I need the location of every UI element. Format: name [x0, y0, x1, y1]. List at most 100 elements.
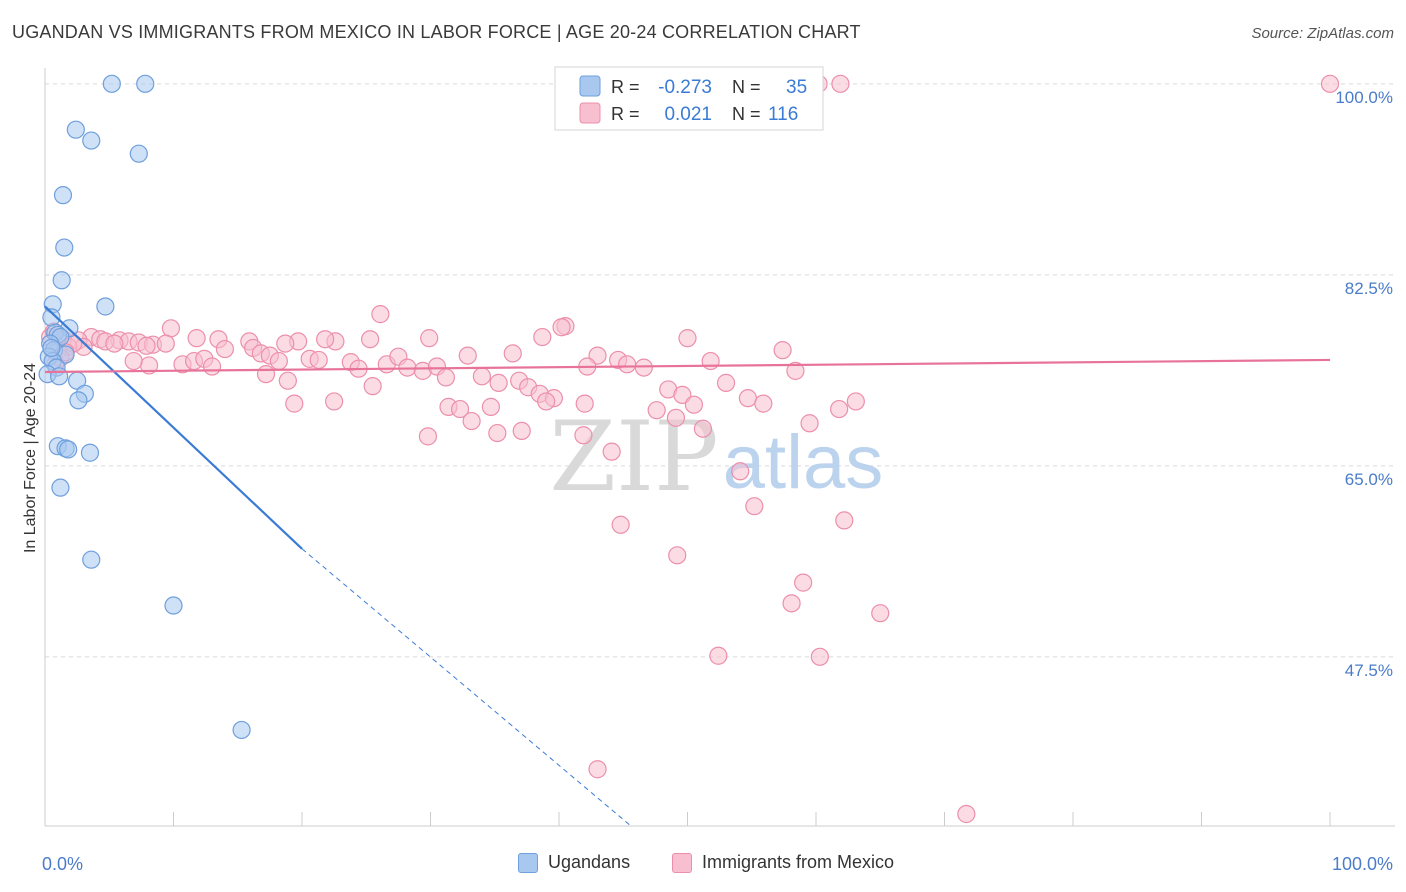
mexico-point — [602, 442, 621, 461]
source-credit: Source: ZipAtlas.com — [1251, 25, 1394, 42]
legend-swatch — [518, 852, 538, 873]
x-tick-label-min: 0.0% — [42, 854, 83, 874]
series-ugandans — [38, 74, 251, 740]
legend-n-label-mexico: N = — [732, 104, 761, 124]
ugandan-point — [232, 720, 251, 740]
mexico-point — [489, 373, 508, 392]
mexico-point — [503, 344, 522, 363]
correlation-legend: R = -0.273 N = 35 R = 0.021 N = 116 — [554, 66, 824, 131]
mexico-point — [701, 351, 720, 371]
mexico-point — [161, 319, 181, 338]
mexico-point — [754, 394, 773, 413]
legend-item-ugandans: Ugandans — [518, 852, 630, 873]
mexico-point — [537, 392, 556, 411]
chart-title: UGANDAN VS IMMIGRANTS FROM MEXICO IN LAB… — [12, 22, 861, 42]
legend-item-mexico: Immigrants from Mexico — [672, 852, 894, 873]
ugandan-point — [82, 131, 101, 150]
legend-r-value-ugandans: -0.273 — [658, 77, 712, 98]
ugandan-trend-extension — [301, 548, 632, 827]
ugandan-point — [69, 391, 88, 410]
mexico-point — [666, 408, 686, 427]
mexico-point — [363, 377, 382, 396]
mexico-point — [202, 357, 222, 376]
mexico-point — [835, 511, 854, 530]
mexico-point — [481, 397, 500, 416]
mexico-point — [738, 389, 757, 408]
mexico-point — [105, 334, 124, 353]
series-legend: Ugandans Immigrants from Mexico — [0, 852, 1406, 876]
ugandan-point — [102, 74, 121, 93]
mexico-point — [215, 339, 234, 359]
mexico-trend-line — [44, 358, 1331, 374]
mexico-point — [436, 368, 456, 387]
mexico-point — [325, 392, 344, 411]
mexico-point — [533, 327, 552, 347]
mexico-point — [256, 365, 276, 384]
mexico-point — [124, 351, 143, 371]
axes — [44, 68, 1395, 827]
mexico-point — [673, 385, 692, 404]
ugandan-point — [129, 144, 148, 163]
ugandan-point — [52, 271, 71, 290]
y-tick-label: 82.5% — [1345, 279, 1393, 298]
mexico-point — [552, 318, 571, 337]
mexico-point — [786, 361, 805, 380]
tick-labels: 47.5% 65.0% 82.5% 100.0% 0.0% 100.0% — [42, 88, 1393, 874]
legend-label-mexico: Immigrants from Mexico — [702, 852, 895, 872]
mexico-point — [285, 394, 304, 413]
legend-swatch — [672, 852, 692, 873]
mexico-point — [512, 421, 531, 441]
ugandan-point — [53, 186, 73, 205]
mexico-point — [634, 358, 653, 377]
mexico-point — [846, 392, 865, 411]
mexico-point — [450, 399, 470, 419]
ugandan-point — [51, 478, 70, 497]
ugandan-point — [136, 74, 155, 93]
ugandan-point — [50, 367, 69, 386]
mexico-point — [773, 341, 792, 360]
ugandan-point — [66, 120, 85, 139]
mexico-point — [782, 594, 801, 613]
ugandan-point — [59, 440, 78, 459]
trend-lines — [44, 305, 1331, 827]
legend-n-value-mexico: 116 — [768, 104, 798, 125]
mexico-point — [831, 74, 850, 93]
legend-r-value-mexico: 0.021 — [664, 104, 712, 125]
y-tick-label: 100.0% — [1335, 88, 1393, 107]
legend-label-ugandans: Ugandans — [548, 852, 631, 872]
mexico-point — [611, 515, 630, 534]
mexico-point — [462, 411, 481, 431]
mexico-point — [731, 462, 750, 481]
ugandan-trend-line — [44, 305, 303, 550]
mexico-point — [668, 546, 687, 565]
mexico-point — [810, 647, 829, 666]
mexico-point — [472, 367, 491, 386]
mexico-point — [187, 329, 206, 348]
mexico-point — [458, 346, 477, 365]
y-axis-label: In Labor Force | Age 20-24 — [22, 363, 39, 553]
mexico-point — [1320, 74, 1340, 93]
mexico-point — [575, 394, 594, 413]
mexico-point — [684, 395, 704, 414]
ugandan-point — [164, 596, 183, 615]
ugandan-point — [96, 297, 115, 316]
mexico-point — [871, 604, 890, 623]
mexico-point — [588, 760, 607, 779]
legend-swatch-ugandans — [579, 75, 601, 97]
mexico-point — [678, 329, 697, 348]
mexico-point — [794, 573, 813, 592]
mexico-point — [709, 646, 728, 665]
legend-n-value-ugandans: 35 — [786, 77, 807, 98]
watermark-atlas: atlas — [723, 420, 884, 505]
mexico-point — [278, 371, 297, 390]
mexico-point — [745, 497, 764, 516]
mexico-point — [830, 399, 849, 419]
ugandan-point — [80, 443, 100, 462]
mexico-point — [488, 423, 507, 443]
mexico-point — [269, 351, 288, 371]
y-tick-label: 65.0% — [1345, 470, 1393, 489]
legend-r-label-ugandans: R = — [611, 77, 640, 97]
mexico-point — [800, 414, 819, 433]
mexico-point — [647, 401, 666, 420]
